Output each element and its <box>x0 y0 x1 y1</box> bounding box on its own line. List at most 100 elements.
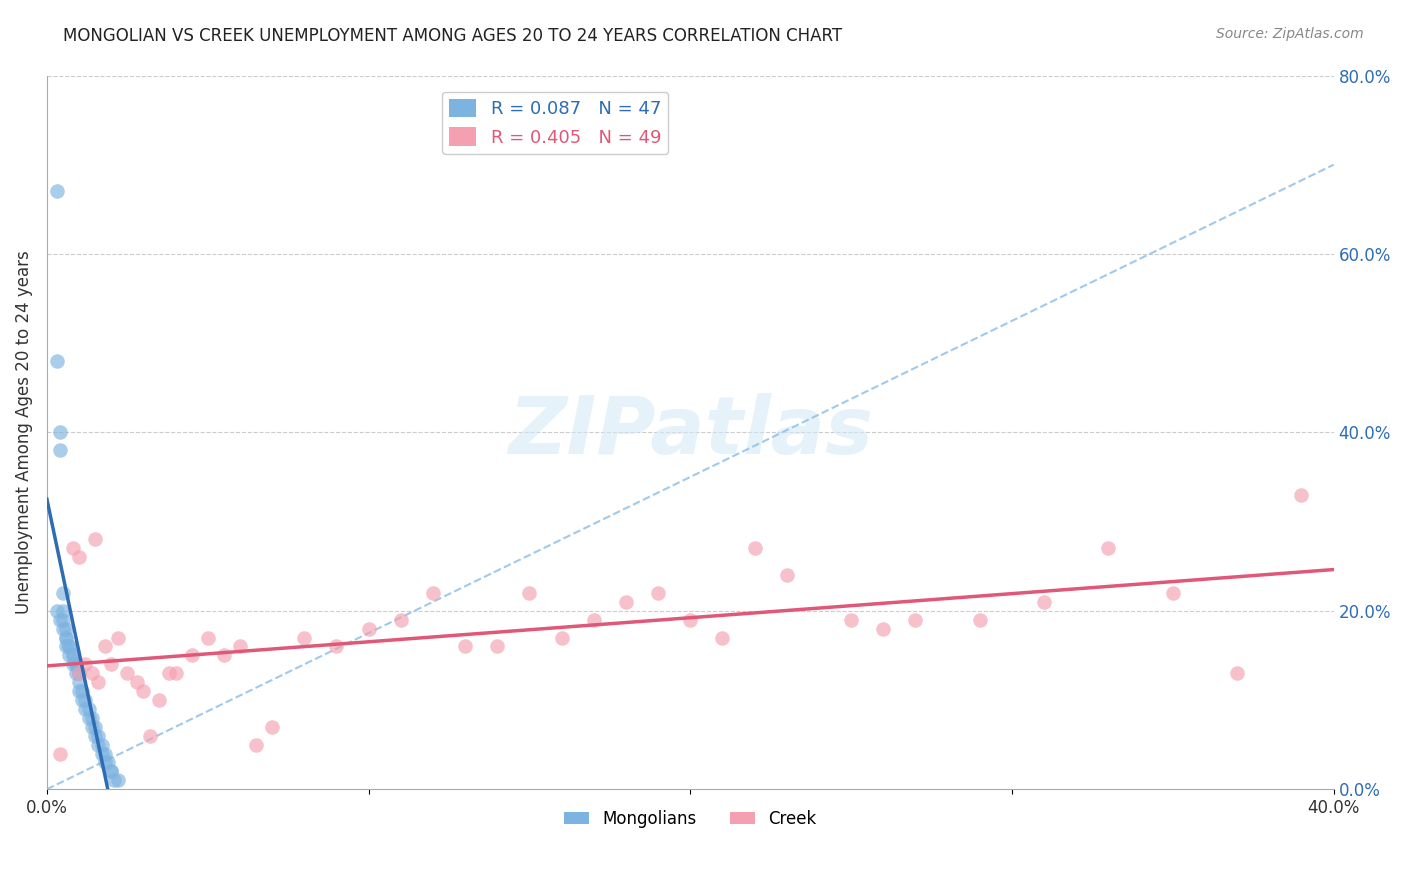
Point <box>75 693 97 707</box>
Point <box>679 613 702 627</box>
Point <box>389 613 412 627</box>
Point <box>52 613 75 627</box>
Legend: Mongolians, Creek: Mongolians, Creek <box>557 803 823 834</box>
Point <box>52 622 75 636</box>
Point <box>125 675 148 690</box>
Point <box>357 622 380 636</box>
Point <box>103 773 125 788</box>
Point <box>67 666 90 681</box>
Point <box>486 640 509 654</box>
Point <box>262 720 284 734</box>
Point <box>212 648 235 663</box>
Point <box>292 631 315 645</box>
Point <box>139 729 162 743</box>
Point <box>58 648 80 663</box>
Point <box>1033 595 1056 609</box>
Point <box>117 666 139 681</box>
Point <box>776 568 799 582</box>
Point <box>55 622 77 636</box>
Point <box>67 550 90 565</box>
Point <box>969 613 991 627</box>
Point <box>62 648 84 663</box>
Point <box>90 738 112 752</box>
Point <box>1226 666 1249 681</box>
Point <box>454 640 477 654</box>
Point <box>65 657 87 672</box>
Point <box>55 631 77 645</box>
Point <box>65 657 87 672</box>
Point <box>157 666 180 681</box>
Point <box>519 586 541 600</box>
Point <box>84 729 107 743</box>
Point <box>100 657 122 672</box>
Point <box>67 684 90 698</box>
Point <box>94 747 117 761</box>
Point <box>84 533 107 547</box>
Point <box>94 756 117 770</box>
Point <box>45 604 67 618</box>
Text: MONGOLIAN VS CREEK UNEMPLOYMENT AMONG AGES 20 TO 24 YEARS CORRELATION CHART: MONGOLIAN VS CREEK UNEMPLOYMENT AMONG AG… <box>63 27 842 45</box>
Point <box>711 631 734 645</box>
Point <box>647 586 669 600</box>
Point <box>49 425 72 440</box>
Point <box>45 185 67 199</box>
Point <box>80 711 103 725</box>
Point <box>58 640 80 654</box>
Point <box>67 675 90 690</box>
Point <box>67 666 90 681</box>
Point <box>80 720 103 734</box>
Point <box>100 764 122 779</box>
Point <box>75 702 97 716</box>
Point <box>744 541 766 556</box>
Point <box>97 756 120 770</box>
Point <box>49 747 72 761</box>
Text: Source: ZipAtlas.com: Source: ZipAtlas.com <box>1216 27 1364 41</box>
Point <box>62 648 84 663</box>
Point <box>165 666 187 681</box>
Point <box>614 595 637 609</box>
Point <box>58 640 80 654</box>
Point <box>422 586 444 600</box>
Point <box>72 693 94 707</box>
Point <box>245 738 267 752</box>
Point <box>72 684 94 698</box>
Point <box>52 586 75 600</box>
Point <box>62 657 84 672</box>
Point <box>90 747 112 761</box>
Point <box>132 684 155 698</box>
Point <box>55 631 77 645</box>
Point <box>87 675 110 690</box>
Point <box>1097 541 1119 556</box>
Point <box>94 640 117 654</box>
Point <box>582 613 605 627</box>
Point <box>49 443 72 458</box>
Point <box>75 657 97 672</box>
Point <box>100 764 122 779</box>
Point <box>87 738 110 752</box>
Point <box>65 666 87 681</box>
Point <box>107 631 129 645</box>
Point <box>49 613 72 627</box>
Point <box>77 711 100 725</box>
Point <box>148 693 170 707</box>
Point <box>107 773 129 788</box>
Point <box>84 720 107 734</box>
Point <box>180 648 202 663</box>
Point <box>87 729 110 743</box>
Point <box>62 541 84 556</box>
Point <box>872 622 894 636</box>
Point <box>45 354 67 368</box>
Point <box>550 631 572 645</box>
Point <box>197 631 219 645</box>
Text: ZIPatlas: ZIPatlas <box>508 393 873 471</box>
Point <box>77 702 100 716</box>
Point <box>1291 488 1313 502</box>
Point <box>80 666 103 681</box>
Y-axis label: Unemployment Among Ages 20 to 24 years: Unemployment Among Ages 20 to 24 years <box>15 251 32 615</box>
Point <box>52 604 75 618</box>
Point <box>904 613 927 627</box>
Point <box>839 613 862 627</box>
Point <box>55 640 77 654</box>
Point <box>325 640 347 654</box>
Point <box>229 640 252 654</box>
